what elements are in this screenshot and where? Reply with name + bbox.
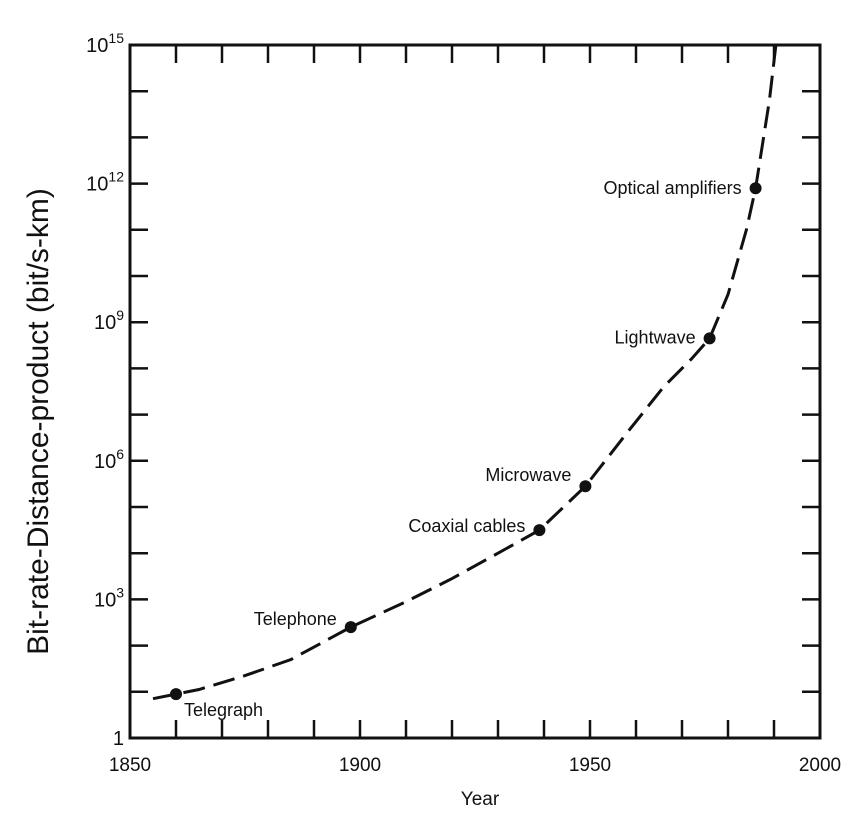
data-points xyxy=(170,182,762,701)
x-tick-label: 1900 xyxy=(339,755,381,776)
y-tick-label: 106 xyxy=(94,446,124,473)
y-tick-label: 103 xyxy=(94,584,124,611)
data-point xyxy=(170,688,182,701)
data-point xyxy=(344,621,357,634)
y-tick-label: 1 xyxy=(113,728,124,750)
x-tick-labels: 1850 1900 1950 2000 xyxy=(109,755,841,776)
point-label: Telegraph xyxy=(184,700,263,720)
plot-frame xyxy=(128,43,822,740)
data-point xyxy=(533,524,546,537)
point-label: Microwave xyxy=(485,465,571,485)
plot-frame-group xyxy=(128,43,822,740)
x-axis-title: Year xyxy=(461,789,500,810)
y-tick-label: 1012 xyxy=(86,169,124,196)
point-label: Coaxial cables xyxy=(408,516,525,536)
axis-ticks xyxy=(130,45,820,738)
x-tick-label: 1850 xyxy=(109,755,151,776)
point-annotations: Telegraph Telephone Coaxial cables Microwav… xyxy=(184,178,742,720)
x-tick-label: 2000 xyxy=(799,755,841,776)
y-axis-title: Bit-rate-Distance-product (bit/s-km) xyxy=(22,188,55,655)
data-point xyxy=(579,480,592,493)
y-tick-label: 109 xyxy=(94,307,124,334)
point-label: Lightwave xyxy=(615,327,696,347)
x-tick-label: 1950 xyxy=(569,755,611,776)
y-tick-label: 1015 xyxy=(86,30,124,57)
y-tick-labels: 1 103 106 109 1012 1015 xyxy=(86,30,124,750)
trend-curve xyxy=(152,44,778,701)
point-label: Telephone xyxy=(254,609,337,629)
data-point xyxy=(703,332,716,345)
point-label: Optical amplifiers xyxy=(604,178,742,198)
data-point xyxy=(749,182,762,195)
